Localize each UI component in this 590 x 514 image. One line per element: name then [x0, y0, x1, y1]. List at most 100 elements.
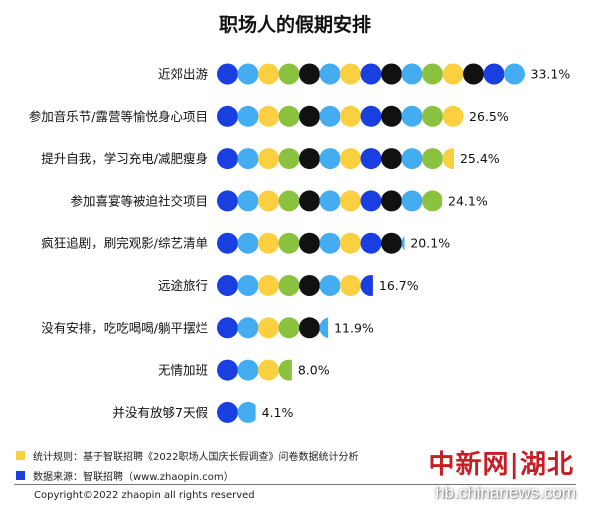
bar-circle [237, 63, 259, 85]
bar-circle [299, 317, 320, 339]
bar-circle [217, 317, 238, 339]
bar-circle [299, 148, 320, 170]
bar-circle [319, 190, 341, 212]
bar-circle [340, 275, 361, 296]
category-label: 近郊出游 [158, 67, 209, 82]
value-label: 20.1% [410, 236, 450, 251]
bar-circle-partial [237, 401, 256, 423]
bar-circle [360, 190, 382, 212]
bar-circle [237, 275, 259, 296]
bar-circle [258, 63, 279, 85]
bar-circle [340, 190, 361, 212]
bar-circle [258, 105, 279, 127]
bar-circle-partial [360, 275, 373, 296]
bar-circle [258, 190, 279, 212]
category-label: 疯狂追剧，刷完观影/综艺清单 [41, 236, 208, 251]
bar-circle [278, 232, 300, 254]
category-label: 并没有放够7天假 [113, 405, 209, 420]
bar-circle [258, 232, 279, 254]
note-text: 数据来源：智联招聘（www.zhaopin.com） [33, 471, 234, 483]
bar-circle [278, 190, 300, 212]
divider-line [14, 484, 576, 485]
bar-circle [360, 63, 382, 85]
bar-circle [422, 105, 443, 127]
bar-circle [237, 232, 259, 254]
category-label: 参加音乐节/露营等愉悦身心项目 [29, 109, 208, 124]
category-label: 提升自我，学习充电/减肥瘦身 [41, 151, 208, 166]
bar-circle [217, 275, 238, 296]
chart-title: 职场人的假期安排 [218, 14, 371, 36]
value-label: 16.7% [379, 278, 419, 293]
bar-circle [299, 63, 320, 85]
bar-circle [278, 148, 300, 170]
bar-circle [319, 275, 341, 296]
value-label: 24.1% [448, 193, 488, 208]
bar-circle [278, 275, 300, 296]
value-label: 25.4% [460, 151, 500, 166]
bar-circle [381, 63, 402, 85]
bar-circle [299, 275, 320, 296]
bar-circle [299, 105, 320, 127]
bar-circle [217, 105, 238, 127]
bar-circle [217, 63, 238, 85]
bar-circle [237, 317, 259, 339]
bar-circle [278, 63, 300, 85]
bar-circle [340, 148, 361, 170]
bar-circle [217, 401, 238, 423]
bar-circle [258, 359, 279, 381]
category-label: 参加喜宴等被迫社交项目 [70, 193, 208, 208]
bar-circle [299, 190, 320, 212]
bar-circle [381, 232, 402, 254]
bar-circle [442, 105, 464, 127]
bar-circle [422, 63, 443, 85]
bar-circle-partial [442, 148, 454, 170]
note-text: 统计规则：基于智联招聘《2022职场人国庆长假调查》问卷数据统计分析 [33, 451, 359, 463]
bar-circle [319, 63, 341, 85]
watermark: 中新网|湖北 hb.chinanews.com [396, 440, 576, 510]
bar-circle-partial [319, 317, 329, 339]
bar-circle [217, 148, 238, 170]
bar-circle [237, 190, 259, 212]
bar-circle [278, 105, 300, 127]
copyright-text: Copyright©2022 zhaopin all rights reserv… [34, 490, 255, 501]
bar-circle [319, 105, 341, 127]
bar-circle [422, 148, 443, 170]
bar-circle [237, 359, 259, 381]
bar-circle [401, 105, 423, 127]
category-label: 没有安排，吃吃喝喝/躺平摆烂 [41, 320, 208, 335]
bar-circle [299, 232, 320, 254]
bar-circle [258, 148, 279, 170]
blue-square-icon [16, 470, 25, 480]
value-label: 8.0% [298, 363, 330, 378]
category-label: 远途旅行 [158, 278, 208, 293]
watermark-logo: 中新网|湖北 [428, 450, 574, 480]
value-label: 26.5% [469, 109, 509, 124]
bar-circle [319, 232, 341, 254]
bar-circle [258, 317, 279, 339]
bar-circle [401, 63, 423, 85]
bar-circle [340, 232, 361, 254]
bar-circle [278, 317, 300, 339]
bar-circle [401, 148, 423, 170]
bar-circle [381, 105, 402, 127]
bar-circle [401, 190, 423, 212]
bar-circle [381, 190, 402, 212]
category-label: 无情加班 [158, 363, 208, 378]
yellow-square-icon [16, 450, 25, 460]
bar-circle-partial [422, 190, 443, 212]
bar-circle [442, 63, 464, 85]
bar-circle [237, 148, 259, 170]
note-row: 数据来源：智联招聘（www.zhaopin.com） [16, 465, 576, 485]
chart-notes: 统计规则：基于智联招聘《2022职场人国庆长假调查》问卷数据统计分析 数据来源：… [16, 445, 576, 485]
bar-circle [504, 63, 525, 85]
bar-circle-partial [401, 235, 405, 251]
bar-circle [217, 232, 238, 254]
bar-circle [360, 105, 382, 127]
bar-circle [360, 148, 382, 170]
bar-circle [217, 190, 238, 212]
bar-circle [217, 359, 238, 381]
bar-circle [319, 148, 341, 170]
value-label: 11.9% [334, 320, 374, 335]
note-row: 统计规则：基于智联招聘《2022职场人国庆长假调查》问卷数据统计分析 [16, 445, 576, 465]
bar-circle [340, 105, 361, 127]
